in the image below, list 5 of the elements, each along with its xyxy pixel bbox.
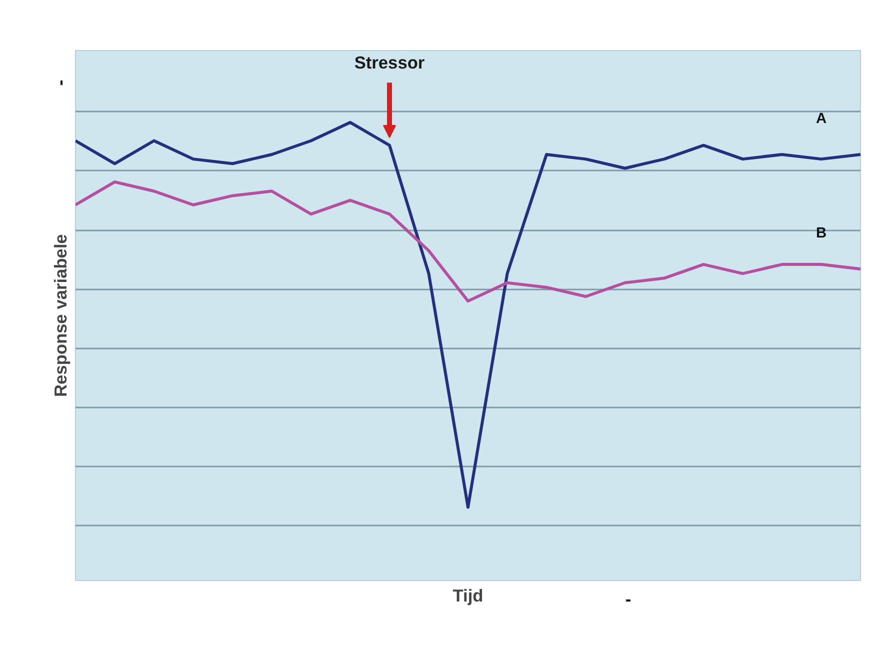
series-label: B xyxy=(816,226,827,242)
text: Stressor xyxy=(354,52,425,72)
y-axis-title: Response variabele xyxy=(50,234,70,397)
x-axis-title: Tijd xyxy=(452,586,484,606)
text: A xyxy=(816,111,827,127)
